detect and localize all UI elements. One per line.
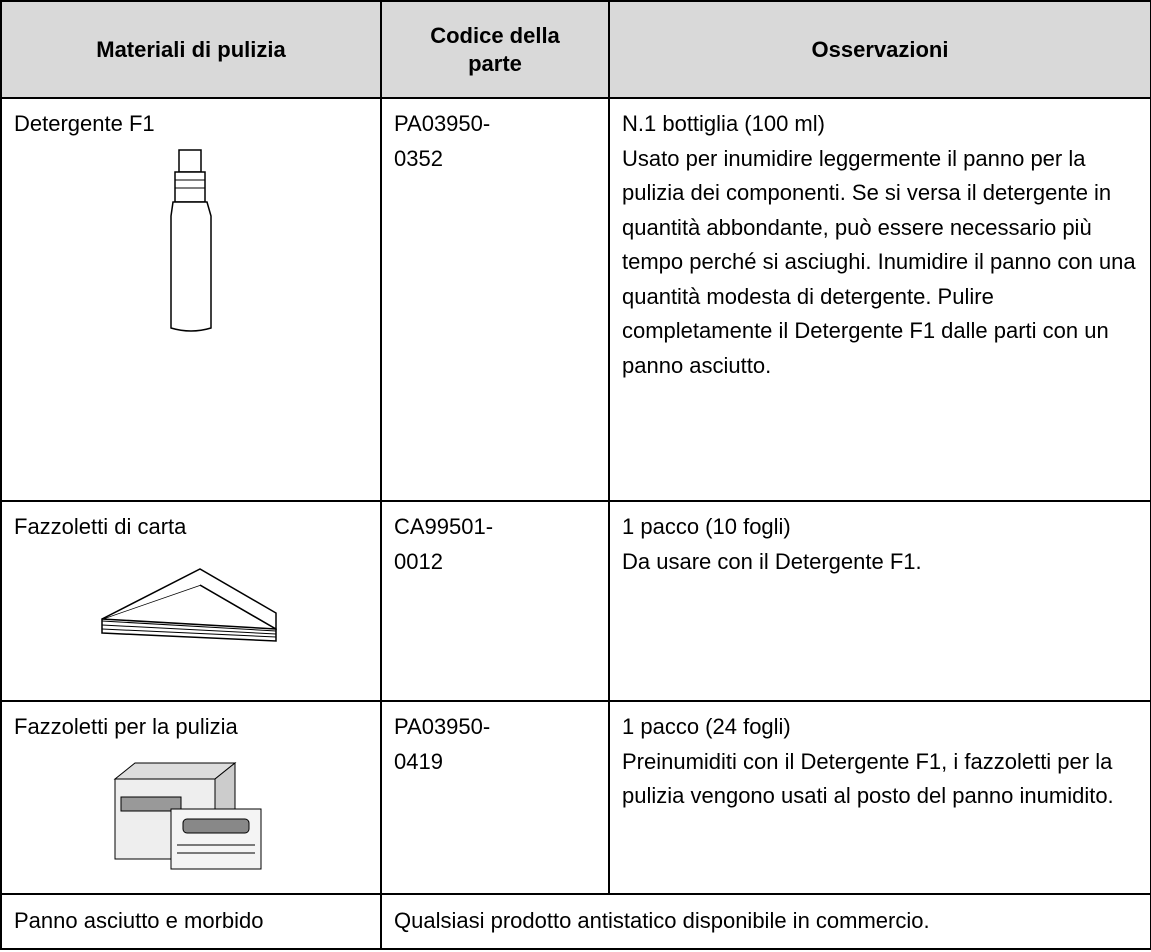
header-cell: Osservazioni	[608, 0, 1151, 99]
material-cell: Detergente F1	[0, 97, 382, 502]
remarks-cell: 1 pacco (24 fogli) Preinumiditi con il De…	[608, 700, 1151, 895]
material: Detergente F1	[14, 111, 155, 136]
remark: Usato per inumidire leggermente il panno…	[622, 145, 1136, 378]
remark: 1 pacco (10 fogli)	[622, 514, 791, 539]
header-row: Materiali di pulizia Codice della parte …	[0, 0, 1151, 99]
remarks-cell: 1 pacco (10 fogli) Da usare con il Deterg…	[608, 500, 1151, 702]
code: CA99501-	[394, 514, 494, 539]
header-cell: Materiali di pulizia	[0, 0, 382, 99]
header-text: Codice della parte	[430, 22, 560, 76]
code-cell: CA99501- 0012	[380, 500, 610, 702]
code: 0012	[394, 548, 443, 574]
material-cell: Fazzoletti per la pulizia	[0, 700, 382, 895]
code: 0419	[394, 748, 443, 774]
code: PA03950-	[394, 111, 491, 136]
code: 0352	[394, 145, 443, 171]
remarks-cell: N.1 bottiglia (100 ml) Usato per inumidir…	[608, 97, 1151, 502]
code-cell: PA03950- 0419	[380, 700, 610, 895]
bottle-icon	[170, 148, 212, 332]
remark: 1 pacco (24 fogli)	[622, 714, 791, 739]
material-cell: Panno asciutto e morbido	[0, 893, 382, 950]
material-cell: Fazzoletti di carta	[0, 500, 382, 702]
row: Panno asciutto e morbido Qualsiasi prodo…	[0, 893, 1151, 950]
material: Fazzoletti per la pulizia	[14, 714, 238, 739]
remark: Da usare con il Detergente F1.	[622, 548, 922, 574]
row: Fazzoletti per la pulizia PA03950- 0419 1…	[0, 700, 1151, 895]
row: Fazzoletti di carta CA99501- 0012 1 pacco…	[0, 500, 1151, 702]
remark: N.1 bottiglia (100 ml)	[622, 111, 825, 136]
wipes-icon	[113, 761, 262, 869]
row: Detergente F1 PA03950- 0352 N.1 bottiglia…	[0, 97, 1151, 502]
remark: Preinumiditi con il Detergente F1, i faz…	[622, 748, 1114, 809]
remarks-cell: Qualsiasi prodotto antistatico disponibi…	[380, 893, 1151, 950]
material: Fazzoletti di carta	[14, 514, 187, 539]
header-cell: Codice della parte	[380, 0, 610, 99]
code: PA03950-	[394, 714, 491, 739]
code-cell: PA03950- 0352	[380, 97, 610, 502]
paper-icon	[101, 567, 277, 642]
